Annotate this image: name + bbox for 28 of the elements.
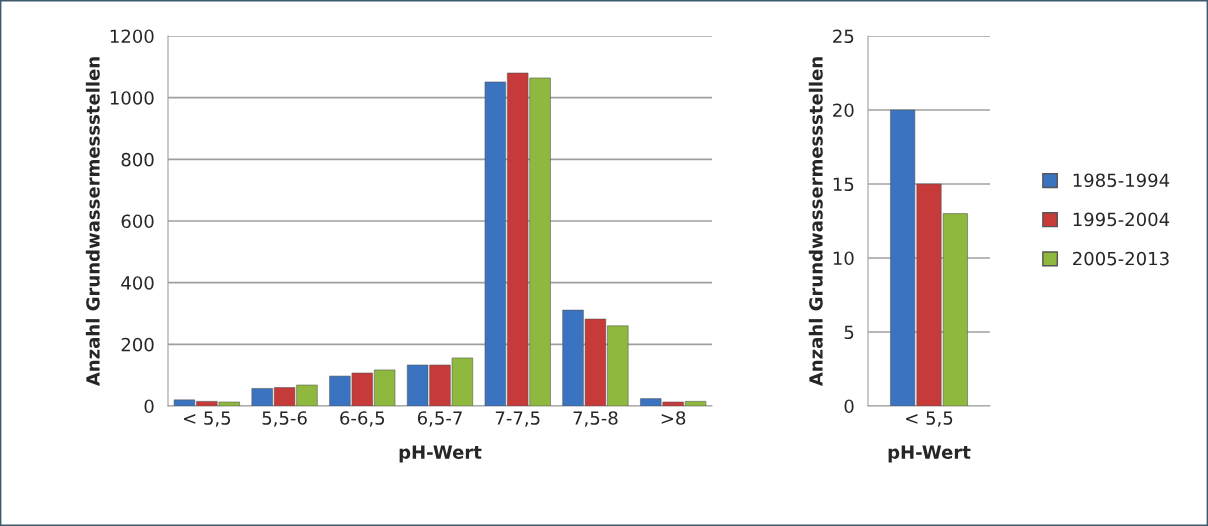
y-tick-label: 400 <box>121 276 154 290</box>
x-tick-label: 5,5-6 <box>262 411 307 427</box>
y-axis-title: Anzahl Grundwassermessstellen <box>85 57 100 387</box>
y-tick-label: 0 <box>144 399 154 414</box>
y-tick-label: 600 <box>121 214 154 229</box>
x-axis-title: pH-Wert <box>888 445 971 463</box>
y-tick-label: 25 <box>833 29 854 44</box>
x-axis-title: pH-Wert <box>399 445 482 463</box>
legend-label: 1995-2004 <box>1073 212 1170 227</box>
y-tick-label: 200 <box>121 337 154 352</box>
legend-label: 1985-1994 <box>1073 173 1170 188</box>
x-tick-label: 6-6,5 <box>340 411 385 427</box>
x-tick-label: 7-7,5 <box>495 411 540 427</box>
x-tick-label: >8 <box>661 411 686 425</box>
y-tick-label: 15 <box>833 177 854 192</box>
y-tick-label: 0 <box>844 399 854 414</box>
y-tick-label: 10 <box>833 251 854 266</box>
y-tick-label: 800 <box>121 152 154 167</box>
x-tick-label: 6,5-7 <box>417 411 462 427</box>
x-tick-label: < 5,5 <box>183 411 231 427</box>
y-tick-label: 1000 <box>110 91 154 105</box>
legend-label: 2005-2013 <box>1073 251 1169 266</box>
x-tick-label: 7,5-8 <box>573 411 618 427</box>
y-tick-label: 5 <box>844 325 854 340</box>
y-tick-label: 1200 <box>110 29 154 44</box>
y-axis-title: Anzahl Grundwassermessstellen <box>808 57 823 387</box>
x-tick-label: < 5,5 <box>906 411 953 427</box>
y-tick-label: 20 <box>833 103 854 118</box>
